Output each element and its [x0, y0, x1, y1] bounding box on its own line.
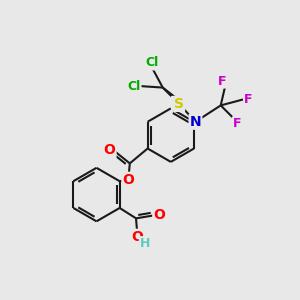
- Text: S: S: [174, 97, 184, 111]
- Text: N: N: [190, 115, 201, 129]
- Text: F: F: [233, 117, 241, 130]
- Text: F: F: [218, 74, 226, 88]
- Text: O: O: [132, 230, 143, 244]
- Text: F: F: [172, 97, 180, 110]
- Text: F: F: [244, 93, 253, 106]
- Text: Cl: Cl: [146, 56, 159, 69]
- Text: O: O: [122, 173, 134, 187]
- Text: O: O: [104, 143, 116, 157]
- Text: H: H: [140, 237, 150, 250]
- Text: O: O: [153, 208, 165, 222]
- Text: Cl: Cl: [127, 80, 141, 93]
